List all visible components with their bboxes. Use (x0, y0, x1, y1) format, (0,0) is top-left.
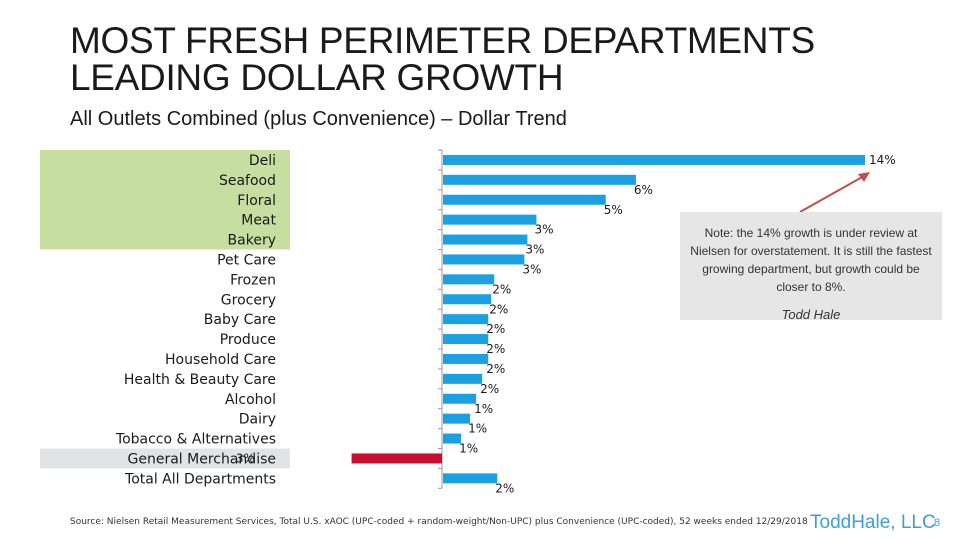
general-merchandise-highlight (40, 448, 290, 469)
bar (443, 174, 636, 185)
category-label: Frozen (230, 272, 276, 288)
category-label: Produce (220, 332, 276, 348)
data-label: 2% (495, 481, 514, 495)
category-label: Dairy (239, 412, 276, 428)
data-label: 3% (525, 243, 544, 257)
category-label: Meat (241, 213, 276, 229)
category-label: Health & Beauty Care (124, 372, 276, 388)
bar (443, 433, 462, 444)
data-label: 3% (522, 262, 541, 276)
fresh-departments-highlight (40, 150, 290, 250)
bar (443, 294, 492, 305)
data-label: 2% (486, 362, 505, 376)
bar (443, 314, 489, 325)
review-note-text: Note: the 14% growth is under review at … (690, 226, 932, 294)
bar (443, 413, 471, 424)
bar (351, 453, 442, 464)
data-label: 5% (604, 203, 623, 217)
bar (443, 393, 477, 404)
data-label: 3% (534, 223, 553, 237)
data-label: 2% (492, 282, 511, 296)
bar (443, 334, 489, 345)
category-label: Bakery (228, 233, 276, 249)
data-label: 2% (480, 382, 499, 396)
page-title: MOST FRESH PERIMETER DEPARTMENTS LEADING… (70, 20, 815, 98)
bar (443, 353, 489, 364)
data-label: 2% (486, 322, 505, 336)
category-label: Alcohol (225, 392, 276, 408)
data-label: 14% (869, 153, 896, 167)
review-note-signature: Todd Hale (781, 307, 841, 322)
data-label: -3% (232, 451, 255, 465)
bar (443, 194, 606, 205)
bar (443, 254, 525, 265)
data-label: 2% (486, 342, 505, 356)
data-label: 1% (474, 402, 493, 416)
bar (443, 154, 865, 165)
data-label: 6% (634, 183, 653, 197)
category-label: Deli (249, 153, 276, 169)
category-label: Pet Care (217, 252, 276, 268)
bar (443, 274, 495, 285)
note-arrow (799, 175, 865, 213)
bar (443, 214, 537, 225)
category-label: General Merchandise (128, 451, 276, 467)
bar-chart: Deli 14% Seafood 6% Floral 5% Meat 3% Bakery 3% Pe… (40, 149, 896, 495)
bar (443, 373, 483, 384)
data-label: 2% (489, 302, 508, 316)
page-number: 8 (934, 517, 941, 529)
category-label: Grocery (221, 292, 276, 308)
category-label: Baby Care (204, 312, 276, 328)
review-note: Note: the 14% growth is under review at … (680, 212, 942, 322)
category-label: Household Care (165, 352, 276, 368)
category-label: Seafood (219, 173, 276, 189)
bar (443, 234, 528, 245)
category-label: Total All Departments (124, 471, 276, 487)
source-footnote: Source: Nielsen Retail Measurement Servi… (70, 517, 808, 527)
bar (443, 473, 498, 484)
note-arrow-head (858, 172, 870, 182)
category-label: Tobacco & Alternatives (115, 432, 276, 448)
data-label: 1% (459, 442, 478, 456)
chart-subtitle: All Outlets Combined (plus Convenience) … (70, 108, 567, 130)
brand-logo: ToddHale, LLC (810, 512, 936, 533)
data-label: 1% (468, 422, 487, 436)
category-label: Floral (237, 193, 276, 209)
